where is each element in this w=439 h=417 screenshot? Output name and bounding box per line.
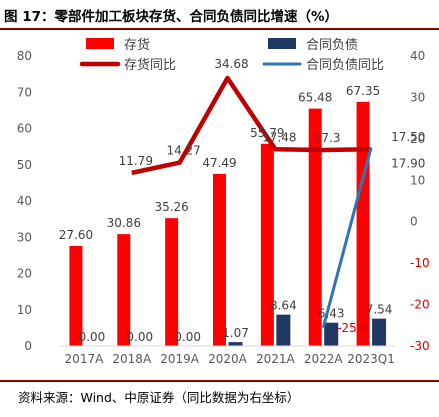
inventory-yoy-label: 11.79 xyxy=(119,154,153,168)
inventory-bar-label: 67.35 xyxy=(346,84,380,98)
legend-label: 合同负债同比 xyxy=(306,58,384,73)
inventory-bar-label: 47.49 xyxy=(202,156,236,170)
title-rule xyxy=(0,28,439,30)
inventory-yoy-label: 17.3 xyxy=(314,131,341,145)
x-axis-tick: 2018A xyxy=(112,352,152,366)
contract-bar-label: 0.00 xyxy=(79,330,106,344)
legend-swatch xyxy=(268,38,296,49)
inventory-bar xyxy=(213,173,226,346)
chart-title-bar: 图 17：零部件加工板块存货、合同负债同比增速（%） xyxy=(0,0,439,30)
contract-liability-bar xyxy=(372,318,387,346)
left-axis-tick: 10 xyxy=(17,303,32,317)
left-axis-tick: 0 xyxy=(24,339,32,353)
contract-yoy-line xyxy=(321,147,373,329)
x-axis-tick: 2021A xyxy=(256,352,296,366)
inventory-yoy-label: 34.68 xyxy=(214,57,248,71)
left-axis-tick: 30 xyxy=(17,230,32,244)
inventory-yoy-label: 17.48 xyxy=(262,130,296,144)
right-axis-tick: -30 xyxy=(410,339,430,353)
x-axis-tick: 2019A xyxy=(160,352,200,366)
left-axis-tick: 70 xyxy=(17,85,32,99)
contract-bar-label: 8.64 xyxy=(270,299,297,313)
contract-yoy-label: 17.90 xyxy=(391,157,425,171)
source-note: 资料来源：Wind、中原证券（同比数据为右坐标） xyxy=(18,390,300,405)
inventory-bar-label: 55.79 xyxy=(250,126,284,140)
contract-yoy-label: -25.6 xyxy=(337,321,368,335)
contract-liability-bar xyxy=(324,322,339,346)
x-axis-tick: 2017A xyxy=(65,352,105,366)
inventory-bar-label: 35.26 xyxy=(154,200,188,214)
right-axis-tick: 10 xyxy=(410,173,425,187)
contract-bar-label: 7.54 xyxy=(366,303,393,317)
footer-rule xyxy=(0,380,439,382)
legend-label: 存货同比 xyxy=(124,57,176,73)
right-axis-tick: -20 xyxy=(410,298,430,312)
legend-label: 合同负债 xyxy=(306,38,358,53)
inventory-bar xyxy=(165,218,179,346)
left-axis-tick: 80 xyxy=(17,49,32,63)
chart: 27.60 30.86 35.26 47.49 55.79 65.48 67.35 0.00 0… xyxy=(17,37,430,366)
legend-swatch xyxy=(86,38,114,49)
inventory-bar xyxy=(69,245,83,346)
legend-label: 存货 xyxy=(124,37,150,53)
inventory-bar-label: 27.60 xyxy=(59,228,93,242)
right-axis-tick: 0 xyxy=(410,215,418,229)
x-axis-tick: 2023Q1 xyxy=(347,352,395,366)
left-axis-tick: 20 xyxy=(17,267,32,281)
left-axis-tick: 50 xyxy=(17,158,32,172)
x-axis-tick: 2022A xyxy=(304,352,344,366)
chart-title: 图 17：零部件加工板块存货、合同负债同比增速（%） xyxy=(4,9,339,25)
contract-bar-label: 6.43 xyxy=(318,307,345,321)
inventory-yoy-line xyxy=(131,75,372,176)
contract-bar-label: 0.00 xyxy=(126,330,153,344)
right-axis-tick: -10 xyxy=(410,256,430,270)
inventory-bar-label: 65.48 xyxy=(298,91,332,105)
inventory-yoy-label: 14.27 xyxy=(166,144,200,158)
left-axis-tick: 40 xyxy=(17,194,32,208)
inventory-bar xyxy=(308,108,322,346)
inventory-bar-label: 30.86 xyxy=(107,216,141,230)
contract-bar-label: 1.07 xyxy=(222,326,249,340)
inventory-yoy-label: 17.50 xyxy=(391,130,425,144)
inventory-bar xyxy=(260,143,274,346)
contract-liability-bar xyxy=(228,342,243,346)
left-axis-tick: 60 xyxy=(17,122,32,136)
inventory-bar xyxy=(117,234,131,346)
contract-liability-bar xyxy=(276,314,291,346)
right-axis-tick: 40 xyxy=(410,49,425,63)
x-axis-tick: 2020A xyxy=(208,352,248,366)
right-axis-tick: 20 xyxy=(410,132,425,146)
right-axis-tick: 30 xyxy=(410,90,425,104)
contract-bar-label: 0.00 xyxy=(174,330,201,344)
